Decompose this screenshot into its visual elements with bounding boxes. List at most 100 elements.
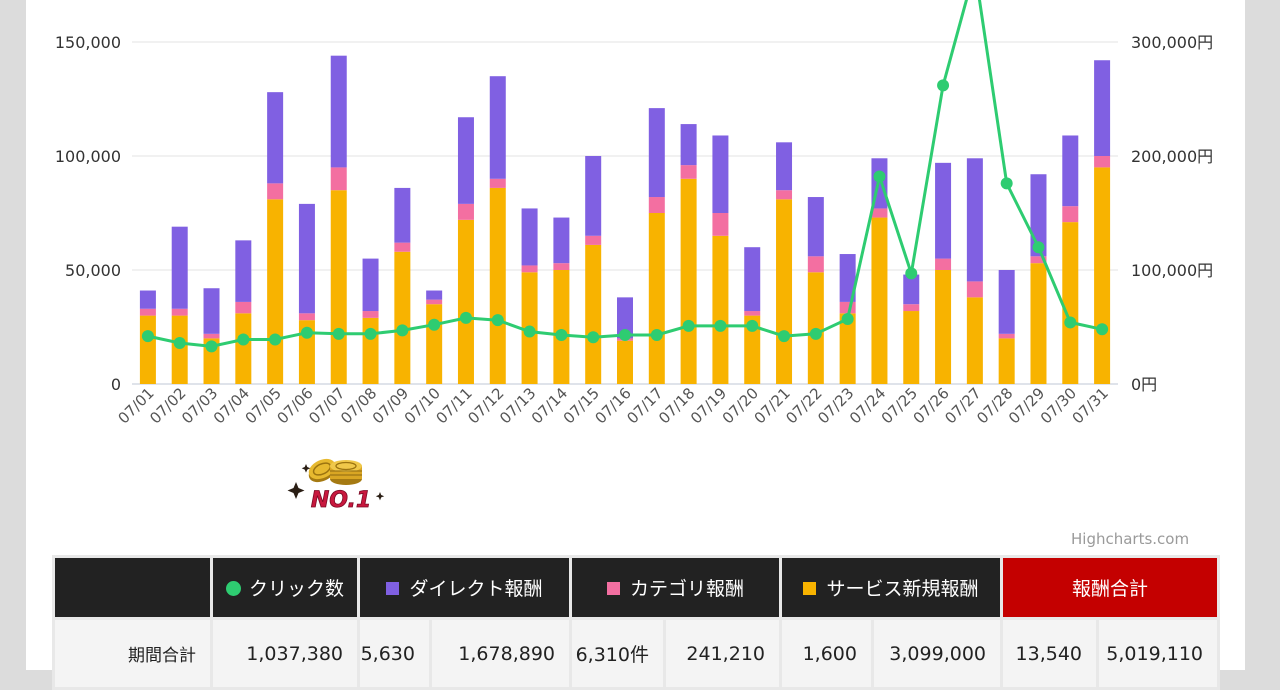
bar-segment [362,258,379,312]
bar-segment [267,183,284,200]
bar-segment [362,317,379,384]
bar-segment [267,199,284,384]
bar-segment [235,301,252,314]
bar-segment [1094,167,1111,384]
stacked-bar-line-chart: 0 50,000 100,000 150,000 0円 100,000円 200,000円 3… [55,0,1213,427]
bar-segment [171,308,188,316]
bar-segment [426,299,443,305]
bar-segment [203,288,220,334]
click-count-line [147,0,1103,348]
x-tick-label: 07/31 [1069,384,1112,427]
header-clicks: クリック数 [210,555,360,620]
bar-segment [457,219,474,384]
category-legend-icon [606,582,620,595]
service-amount: 3,099,000 [871,617,1003,690]
bar-segment [139,315,156,384]
bar-segment [1062,222,1079,384]
clicks-legend-icon [225,581,241,596]
summary-row-period-total: 期間合計 1,037,380 5,630 1,678,890 6,310件 24… [52,617,1220,690]
bar-segment [1030,256,1047,264]
bar-segment [330,190,347,384]
bar-segment [966,158,983,282]
y-left-tick-label: 50,000 [65,261,121,280]
click-count-point [905,267,918,280]
bar-segment [235,240,252,302]
bar-segment [998,338,1015,384]
click-count-point [841,313,854,326]
click-count-point [587,331,600,344]
click-count-point [1000,177,1013,190]
y-right-tick-label: 200,000円 [1131,147,1213,166]
service-legend-icon [803,582,817,595]
bar-segment [394,187,411,243]
highcharts-credit[interactable]: Highcharts.com [1071,530,1190,548]
click-count-point [778,330,791,343]
bar-segment [776,142,793,191]
click-count-point [237,333,250,346]
category-count: 6,310件 [569,617,666,690]
bar-segment [839,301,856,314]
bar-segment [712,213,729,236]
bar-segment [776,190,793,200]
header-service: サービス新規報酬 [779,555,1003,620]
click-count-point [809,327,822,340]
click-count-point [491,314,504,327]
click-count-point [269,333,282,346]
bar-segment [521,208,538,266]
bar-segment [966,281,983,298]
bar-segment [489,187,506,384]
click-count-point [555,328,568,341]
click-count-point [141,330,154,343]
bar-segment [617,340,633,384]
y-right-tick-label: 100,000円 [1131,261,1213,280]
bar-segment [298,313,315,321]
bar-segment [648,213,665,384]
click-count-point [1032,241,1045,254]
bar-segment [807,256,824,273]
bar-segment [807,197,824,257]
bar-segment [139,290,156,309]
bar-segment [648,197,665,213]
bar-segment [298,203,315,314]
bar-segment [1062,206,1079,223]
click-count-point [619,328,631,341]
bar-segment [744,247,761,312]
bar-segment [394,242,411,252]
click-count-point [937,79,950,92]
bar-segment [1062,135,1079,207]
bar-segment [839,313,856,384]
sparkle-icon [287,482,305,499]
bar-segment [1030,263,1047,384]
bar-segment [553,217,570,264]
bar-segment [394,251,411,384]
click-count-point [300,326,313,339]
click-count-point [396,324,409,337]
bar-segment [744,311,761,316]
badge-label: NO.1 [311,488,371,513]
y-left-tick-label: 150,000 [55,33,121,52]
click-count-point [873,170,886,183]
bar-segment [903,274,920,305]
click-count-point [205,340,218,353]
bar-segment [139,308,156,316]
coins-icon [308,458,362,485]
bar-segment [1094,60,1111,156]
bar-segment [330,167,347,191]
bar-segment [839,254,856,302]
click-count-point [428,318,441,331]
sparkle-icon [301,464,311,473]
bar-segment [776,199,793,384]
bar-segment [966,297,983,384]
total-amount: 5,019,110 [1096,617,1220,690]
bar-segment [457,117,474,204]
direct-amount: 1,678,890 [429,617,572,690]
bar-segment [1094,156,1111,168]
bar-segment [712,135,729,213]
bar-segment [203,333,220,339]
click-count-point [714,319,727,332]
bar-segment [903,311,920,384]
bar-segment [998,333,1015,339]
click-count-point [682,319,695,332]
y-left-tick-label: 100,000 [55,147,121,166]
bar-segment [171,226,188,309]
